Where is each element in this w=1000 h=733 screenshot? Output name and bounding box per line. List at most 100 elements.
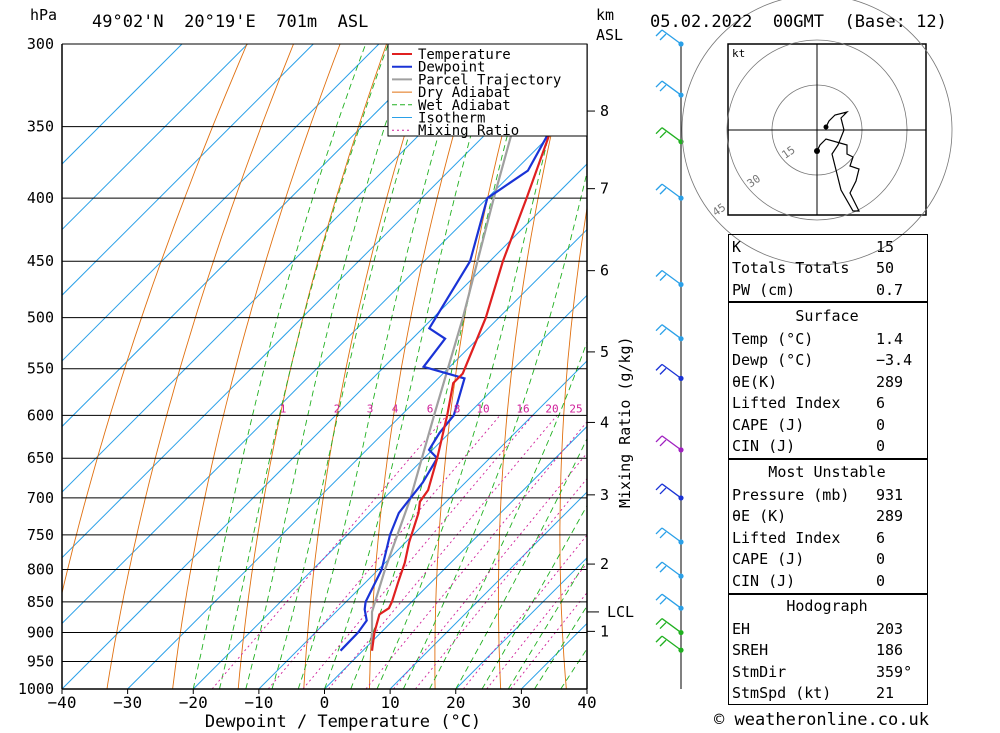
wind-barb-feather <box>659 367 667 375</box>
mixing-ratio-line <box>211 415 448 689</box>
surface-row: Temp (°C) 1.4 <box>732 329 904 348</box>
wind-barb-feather <box>655 183 663 191</box>
wind-barb-feather <box>659 565 667 573</box>
isotherm-line <box>62 163 587 689</box>
most-unstable-row: CIN (J) 0 <box>732 571 886 590</box>
pressure-tick-label: 300 <box>27 35 54 53</box>
wind-barb-feather <box>655 435 663 443</box>
credit: © weatheronline.co.uk <box>714 710 929 730</box>
wind-barb-staff <box>661 29 682 45</box>
surface-box <box>728 301 928 460</box>
surface-row: θE(K) 289 <box>732 372 904 391</box>
wind-barb-feather <box>655 593 663 601</box>
wind-barb-feather <box>655 29 663 37</box>
x-tick-label: 20 <box>446 693 465 712</box>
isotherm-line <box>62 44 248 231</box>
hodograph-ring-label: 30 <box>745 172 763 190</box>
wind-barb-feather <box>659 84 667 92</box>
most-unstable-box <box>728 458 928 595</box>
isotherm-line <box>455 557 587 689</box>
mixing-ratio-label: 3 <box>367 402 374 415</box>
hodograph-end-marker <box>823 124 829 130</box>
wind-level-dot <box>678 605 684 611</box>
wind-level-dot <box>678 495 684 501</box>
pressure-tick-label: 850 <box>27 593 54 611</box>
wind-barb-feather <box>655 483 663 491</box>
hodograph-trace <box>816 110 860 212</box>
wet-adiabat-line <box>455 437 587 689</box>
height-tick-label: 5 <box>600 343 609 361</box>
surface-row: Dewp (°C) −3.4 <box>732 351 913 370</box>
hodograph: kt 15 30 45 <box>681 0 953 266</box>
x-tick-label: −20 <box>179 693 208 712</box>
pressure-tick-label: 500 <box>27 309 54 327</box>
index-row: Totals Totals 50 <box>732 259 895 278</box>
wind-barb-feather <box>655 270 663 277</box>
wind-level-dot <box>678 336 684 342</box>
x-tick-label: 40 <box>577 693 596 712</box>
dewpoint-line <box>339 44 581 652</box>
wind-level-dot <box>678 41 684 47</box>
legend-entry: Dry Adiabat <box>418 85 511 101</box>
x-tick-label: 30 <box>512 693 531 712</box>
wet-adiabat-line <box>192 44 367 689</box>
asl-unit-label: ASL <box>596 26 624 44</box>
legend-entry: Dewpoint <box>418 60 485 76</box>
hodograph-row: StmDir 359° <box>732 662 913 681</box>
mixing-ratio-line <box>415 477 587 689</box>
wind-level-dot <box>678 539 684 545</box>
height-tick-label: 4 <box>600 413 609 431</box>
wind-barb-feather <box>655 618 663 626</box>
height-tick-label: 7 <box>600 180 609 198</box>
most-unstable-row: Pressure (mb) 931 <box>732 485 904 504</box>
isotherm-line <box>62 44 511 493</box>
wind-barb-staff <box>661 269 682 286</box>
wind-barb-staff <box>661 618 682 634</box>
isotherm-line <box>324 425 587 689</box>
wind-barb-staff <box>661 561 682 577</box>
isotherm-line <box>62 44 577 559</box>
height-tick-label: 6 <box>600 262 609 280</box>
wind-barb-feather <box>659 639 667 647</box>
height-tick-label: 2 <box>600 555 609 573</box>
isotherm-line <box>62 44 380 362</box>
hodograph-title: Hodograph <box>786 597 868 615</box>
pressure-tick-label: 700 <box>27 489 54 507</box>
hodograph-storm-marker <box>814 148 820 154</box>
km-unit-label: km <box>596 6 615 24</box>
pressure-tick-label: 350 <box>27 118 54 136</box>
pressure-tick-label: 650 <box>27 449 54 467</box>
wind-barb-staff <box>661 483 682 499</box>
indices-table: K 15 Totals Totals 50 PW (cm) 0.7 <box>728 236 907 301</box>
pressure-unit-label: hPa <box>30 6 58 24</box>
location-title: 49°02'N 20°19'E 701m ASL <box>92 12 369 32</box>
wind-barb-feather <box>655 324 663 332</box>
wind-barb-feather <box>655 363 663 371</box>
wind-barb-feather <box>655 527 663 535</box>
wind-barb-feather <box>659 131 667 139</box>
pressure-tick-label: 600 <box>27 406 54 424</box>
height-tick-label: 1 <box>600 622 609 640</box>
wind-barb-staff <box>661 80 682 96</box>
dry-adiabat-line <box>237 44 388 689</box>
legend-box <box>387 43 588 137</box>
hodograph-ring <box>681 0 953 266</box>
x-tick-label: −30 <box>113 693 142 712</box>
wind-level-dot <box>678 195 684 201</box>
height-tick-label: 3 <box>600 486 609 504</box>
wind-barb-staff <box>661 435 682 451</box>
hodograph-table: EH 203 SREH 186 StmDir 359° StmSpd (kt) 21 <box>728 618 916 704</box>
wind-level-dot <box>678 629 684 636</box>
dry-adiabat-line <box>106 44 294 689</box>
wet-adiabat-line <box>429 340 587 689</box>
mixing-ratio-axis-title: Mixing Ratio (g/kg) <box>616 336 634 508</box>
x-tick-label: 0 <box>320 693 330 712</box>
wind-barb-feather <box>659 274 667 281</box>
mixing-ratio-line <box>486 562 587 689</box>
legend-entry: Isotherm <box>418 111 485 127</box>
wind-barb-feather <box>659 439 667 447</box>
most-unstable-row: Lifted Index 6 <box>732 528 886 547</box>
pressure-tick-label: 1000 <box>18 680 54 698</box>
wind-barb-feather <box>659 487 667 495</box>
